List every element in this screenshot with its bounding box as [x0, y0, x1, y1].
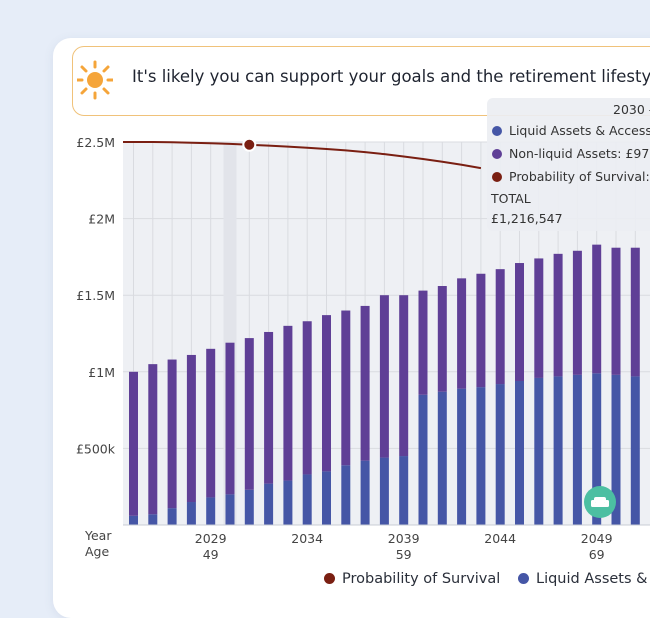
bar-nonliquid: [457, 278, 467, 389]
bar-liquid: [167, 508, 177, 525]
tooltip-total-label: TOTAL: [491, 191, 531, 206]
nonliquid-dot-icon: [492, 149, 502, 159]
bar-liquid: [264, 483, 274, 525]
chart-tooltip: 2030 - Liquid Assets & Access Non-liquid…: [487, 98, 650, 231]
bar-liquid: [244, 489, 254, 525]
bar-nonliquid: [167, 359, 177, 509]
bar-liquid: [611, 374, 621, 525]
x-tick-year-label: 2049: [581, 531, 613, 546]
x-tick-year-label: 2039: [388, 531, 420, 546]
x-tick-age-label: 59: [396, 547, 412, 562]
bar-nonliquid: [283, 325, 293, 481]
legend-survival-label: Probability of Survival: [342, 571, 501, 587]
bar-nonliquid: [553, 253, 563, 377]
bar-liquid: [534, 377, 544, 525]
y-tick-label: £500k: [76, 441, 116, 456]
x-axis-age-label: Age: [85, 544, 109, 559]
bar-nonliquid: [244, 338, 254, 490]
survival-legend-icon: [324, 573, 335, 584]
chat-button[interactable]: [584, 486, 616, 518]
tooltip-title: 2030 -: [613, 102, 650, 117]
tooltip-row-liquid: Liquid Assets & Access: [492, 123, 650, 138]
tooltip-total-value: £1,216,547: [491, 211, 563, 226]
liquid-legend-icon: [518, 573, 529, 584]
bar-nonliquid: [129, 371, 138, 516]
sofa-icon: [591, 497, 609, 507]
legend-item-liquid[interactable]: Liquid Assets &: [518, 571, 647, 587]
bar-nonliquid: [360, 305, 370, 461]
bar-nonliquid: [572, 250, 582, 375]
bar-liquid: [360, 460, 370, 525]
tooltip-survival-label: Probability of Survival:: [509, 169, 650, 184]
bar-nonliquid: [476, 273, 486, 388]
bar-nonliquid: [418, 290, 428, 395]
legend-liquid-label: Liquid Assets &: [536, 571, 648, 587]
bar-nonliquid: [264, 331, 274, 484]
bar-liquid: [572, 374, 582, 525]
survival-dot-icon: [492, 172, 502, 182]
banner-message: It's likely you can support your goals a…: [132, 67, 650, 86]
x-tick-age-label: 49: [203, 547, 219, 562]
x-tick-year-label: 2034: [291, 531, 323, 546]
bar-nonliquid: [437, 286, 447, 392]
bar-liquid: [322, 471, 331, 525]
y-tick-label: £1.5M: [76, 288, 115, 303]
bar-liquid: [630, 376, 640, 525]
legend-item-survival[interactable]: Probability of Survival: [324, 571, 500, 587]
liquid-dot-icon: [492, 126, 502, 136]
bar-nonliquid: [341, 310, 351, 466]
bar-liquid: [225, 494, 235, 525]
bar-nonliquid: [379, 295, 389, 458]
bar-liquid: [341, 465, 351, 525]
tooltip-row-survival: Probability of Survival:: [492, 169, 650, 184]
x-axis-year-label: Year: [84, 528, 112, 543]
tooltip-row-nonliquid: Non-liquid Assets: £976: [492, 146, 650, 161]
bar-liquid: [457, 388, 467, 525]
x-tick-year-label: 2044: [484, 531, 516, 546]
sun-icon: [77, 60, 113, 100]
bar-nonliquid: [322, 315, 331, 472]
bar-liquid: [476, 387, 486, 525]
y-tick-label: £2.5M: [76, 135, 115, 150]
bar-liquid: [515, 380, 524, 525]
bar-liquid: [148, 514, 158, 525]
bar-liquid: [302, 474, 312, 525]
bar-nonliquid: [611, 247, 621, 375]
bar-nonliquid: [206, 348, 216, 498]
bar-nonliquid: [592, 244, 602, 374]
bar-nonliquid: [148, 364, 158, 515]
bar-liquid: [399, 456, 409, 525]
tooltip-liquid-label: Liquid Assets & Access: [509, 123, 650, 138]
bar-nonliquid: [515, 263, 524, 381]
bar-nonliquid: [495, 269, 505, 385]
bar-nonliquid: [630, 247, 640, 377]
bar-nonliquid: [399, 295, 409, 457]
bar-liquid: [283, 480, 293, 525]
bar-nonliquid: [186, 354, 196, 503]
bar-nonliquid: [302, 321, 312, 475]
bar-liquid: [418, 394, 428, 525]
survival-marker: [242, 137, 257, 152]
bar-liquid: [379, 457, 389, 525]
bar-liquid: [553, 376, 563, 525]
y-tick-label: £1M: [88, 365, 115, 380]
bar-liquid: [206, 497, 216, 525]
bar-liquid: [495, 384, 505, 525]
y-tick-label: £2M: [88, 212, 115, 227]
bar-liquid: [186, 502, 196, 525]
x-tick-year-label: 2029: [195, 531, 227, 546]
bar-nonliquid: [534, 258, 544, 378]
survival-line: [123, 141, 482, 170]
bar-nonliquid: [225, 342, 235, 495]
bar-liquid: [437, 391, 447, 525]
bar-liquid: [129, 515, 138, 525]
tooltip-nonliquid-label: Non-liquid Assets: £976: [509, 146, 650, 161]
x-tick-age-label: 69: [589, 547, 605, 562]
bar-liquid: [592, 373, 602, 525]
